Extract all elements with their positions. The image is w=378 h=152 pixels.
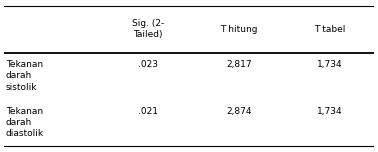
Text: T hitung: T hitung	[220, 25, 258, 34]
Text: .023: .023	[138, 60, 158, 69]
Text: 2,817: 2,817	[226, 60, 252, 69]
Text: 1,734: 1,734	[317, 60, 342, 69]
Text: .021: .021	[138, 107, 158, 116]
Text: Tekanan
darah
diastolik: Tekanan darah diastolik	[6, 107, 44, 138]
Text: T tabel: T tabel	[314, 25, 345, 34]
Text: 2,874: 2,874	[226, 107, 252, 116]
Text: Sig. (2-
Tailed): Sig. (2- Tailed)	[132, 19, 164, 39]
Text: Tekanan
darah
sistolik: Tekanan darah sistolik	[6, 60, 43, 92]
Text: 1,734: 1,734	[317, 107, 342, 116]
